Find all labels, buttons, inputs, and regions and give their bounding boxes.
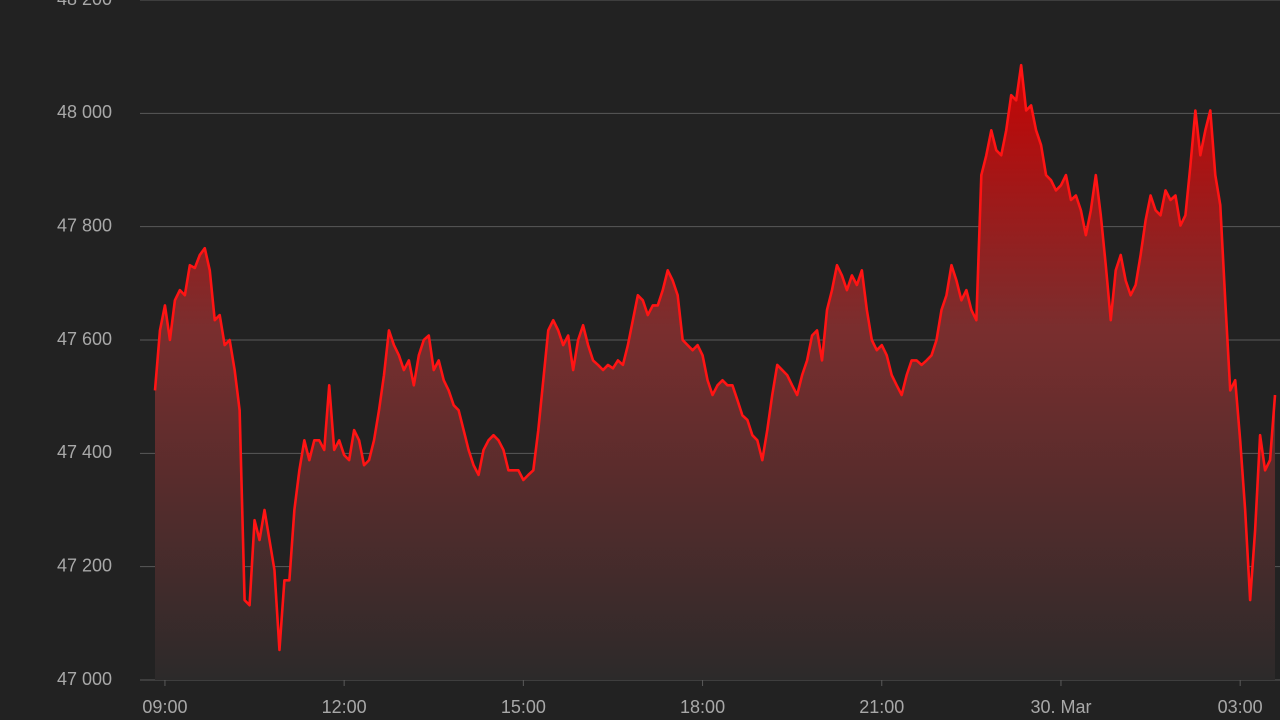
price-line — [153, 63, 1277, 652]
y-tick-label: 47 800 — [57, 215, 112, 235]
y-tick-label: 47 400 — [57, 442, 112, 462]
x-tick-label: 21:00 — [859, 697, 904, 717]
x-tick-label: 30. Mar — [1030, 697, 1091, 717]
y-tick-label: 48 200 — [57, 0, 112, 9]
y-tick-label: 47 000 — [57, 669, 112, 689]
y-tick-label: 47 200 — [57, 555, 112, 575]
y-tick-label: 47 600 — [57, 329, 112, 349]
area-fill — [154, 65, 1276, 681]
x-tick-label: 09:00 — [142, 697, 187, 717]
x-tick-label: 12:00 — [322, 697, 367, 717]
x-tick-label: 15:00 — [501, 697, 546, 717]
x-tick-label: 03:00 — [1218, 697, 1263, 717]
x-tick-label: 18:00 — [680, 697, 725, 717]
y-tick-label: 48 000 — [57, 102, 112, 122]
